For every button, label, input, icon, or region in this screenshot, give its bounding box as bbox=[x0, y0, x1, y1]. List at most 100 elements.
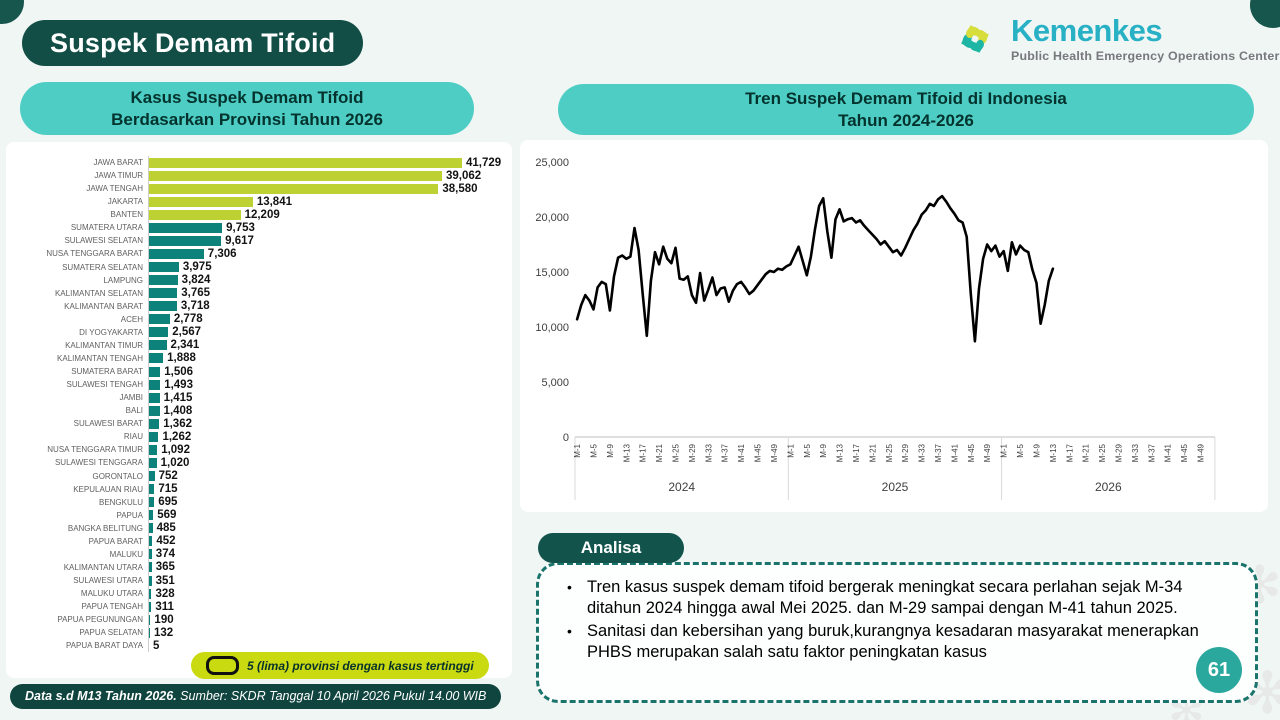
x-axis-tick: M-17 bbox=[1065, 443, 1074, 462]
bar-track: 3,975 bbox=[148, 260, 510, 274]
province-value: 452 bbox=[156, 535, 176, 548]
y-axis-tick: 0 bbox=[563, 432, 569, 444]
province-value: 1,020 bbox=[160, 456, 190, 469]
province-label: PAPUA bbox=[116, 510, 143, 520]
province-label: JAKARTA bbox=[107, 197, 143, 207]
bar-track: 12,209 bbox=[148, 208, 510, 222]
bar-track: 695 bbox=[148, 495, 510, 509]
province-bar bbox=[149, 157, 462, 168]
bar-row: MALUKU UTARA 328 bbox=[14, 587, 510, 601]
y-axis-tick: 5,000 bbox=[541, 377, 569, 389]
province-value: 3,718 bbox=[180, 300, 210, 313]
bar-track: 351 bbox=[148, 574, 510, 588]
bar-row: SUMATERA SELATAN 3,975 bbox=[14, 260, 510, 274]
bar-track: 715 bbox=[148, 482, 510, 496]
bar-row: KALIMANTAN TIMUR 2,341 bbox=[14, 338, 510, 352]
bar-row: SULAWESI BARAT 1,362 bbox=[14, 417, 510, 431]
x-axis-tick: M-9 bbox=[1033, 443, 1042, 457]
province-bar bbox=[149, 340, 167, 351]
province-label: BANTEN bbox=[110, 210, 143, 220]
trend-chart-title: Tren Suspek Demam Tifoid di Indonesia Ta… bbox=[558, 84, 1254, 135]
bar-row: KALIMANTAN TENGAH 1,888 bbox=[14, 351, 510, 365]
bar-row: SULAWESI TENGAH 1,493 bbox=[14, 378, 510, 392]
province-label: KEPULAUAN RIAU bbox=[73, 484, 143, 494]
x-axis-tick: M-1 bbox=[573, 443, 582, 457]
x-axis-tick: M-37 bbox=[721, 443, 730, 462]
province-label: SULAWESI BARAT bbox=[73, 419, 143, 429]
bar-track: 374 bbox=[148, 547, 510, 561]
bar-track: 1,020 bbox=[148, 456, 510, 470]
bar-chart-title: Kasus Suspek Demam Tifoid Berdasarkan Pr… bbox=[20, 82, 474, 135]
province-label: PAPUA BARAT DAYA bbox=[65, 641, 143, 651]
x-axis-tick: M-29 bbox=[688, 443, 697, 462]
province-bar bbox=[149, 209, 241, 220]
province-label: KALIMANTAN TENGAH bbox=[57, 353, 143, 363]
bar-row: JAWA BARAT 41,729 bbox=[14, 156, 510, 170]
x-axis-tick: M-21 bbox=[1082, 443, 1091, 462]
bar-track: 3,824 bbox=[148, 273, 510, 287]
x-axis-tick: M-21 bbox=[655, 443, 664, 462]
bar-track: 452 bbox=[148, 534, 510, 548]
bar-track: 1,415 bbox=[148, 391, 510, 405]
bar-track: 569 bbox=[148, 508, 510, 522]
province-value: 695 bbox=[158, 496, 178, 509]
province-value: 13,841 bbox=[256, 195, 292, 208]
province-label: SUMATERA BARAT bbox=[71, 367, 143, 377]
province-value: 2,778 bbox=[173, 313, 203, 326]
x-axis-tick: M-41 bbox=[950, 443, 959, 462]
bar-row: BANTEN 12,209 bbox=[14, 208, 510, 222]
province-value: 3,765 bbox=[181, 287, 211, 300]
province-bar bbox=[149, 222, 223, 233]
bar-row: JAWA TENGAH 38,580 bbox=[14, 182, 510, 196]
bar-row: SUMATERA BARAT 1,506 bbox=[14, 365, 510, 379]
page-number-badge: 61 bbox=[1196, 647, 1242, 693]
bar-track: 1,092 bbox=[148, 443, 510, 457]
province-value: 485 bbox=[156, 522, 176, 535]
bar-row: PAPUA BARAT 452 bbox=[14, 534, 510, 548]
province-value: 132 bbox=[153, 626, 174, 639]
province-label: SULAWESI TENGAH bbox=[66, 380, 143, 390]
bar-row: PAPUA 569 bbox=[14, 508, 510, 522]
bar-row: MALUKU 374 bbox=[14, 547, 510, 561]
x-axis-tick: M-49 bbox=[1197, 443, 1206, 462]
bar-track: 1,362 bbox=[148, 417, 510, 431]
province-bar bbox=[149, 288, 178, 299]
x-axis-tick: M-49 bbox=[983, 443, 992, 462]
bar-chart-title-line1: Kasus Suspek Demam Tifoid bbox=[130, 87, 364, 107]
province-value: 311 bbox=[155, 600, 174, 613]
bar-chart-title-line2: Berdasarkan Provinsi Tahun 2026 bbox=[111, 109, 383, 129]
x-axis-tick: M-45 bbox=[1180, 443, 1189, 462]
bar-row: GORONTALO 752 bbox=[14, 469, 510, 483]
bar-track: 13,841 bbox=[148, 195, 510, 209]
x-axis-tick: M-5 bbox=[590, 443, 599, 457]
province-value: 190 bbox=[154, 613, 174, 626]
province-bar bbox=[149, 510, 154, 521]
trend-chart-svg: 0 5,000 10,000 15,000 20,000 25,000 M-1 M-5 M-9 M… bbox=[535, 157, 1216, 500]
bar-row: SULAWESI UTARA 351 bbox=[14, 574, 510, 588]
province-bar bbox=[149, 536, 153, 547]
bar-row: SUMATERA UTARA 9,753 bbox=[14, 221, 510, 235]
province-label: KALIMANTAN SELATAN bbox=[54, 288, 143, 298]
province-value: 351 bbox=[155, 574, 175, 587]
province-label: JAWA BARAT bbox=[93, 158, 144, 168]
bar-chart-legend: 5 (lima) provinsi dengan kasus tertinggi bbox=[191, 652, 489, 679]
bar-track: 5 bbox=[148, 639, 510, 653]
x-axis-tick: M-1 bbox=[786, 443, 795, 457]
x-axis-tick: M-5 bbox=[1016, 443, 1025, 457]
province-label: PAPUA SELATAN bbox=[79, 628, 143, 638]
province-value: 41,729 bbox=[466, 156, 502, 169]
province-value: 1,506 bbox=[164, 365, 194, 378]
bar-row: PAPUA TENGAH 311 bbox=[14, 600, 510, 614]
bar-track: 1,888 bbox=[148, 351, 510, 365]
province-value: 1,415 bbox=[163, 391, 193, 404]
y-axis-tick: 20,000 bbox=[535, 212, 569, 224]
province-bar bbox=[149, 196, 253, 207]
province-bar bbox=[149, 392, 160, 403]
bar-track: 1,506 bbox=[148, 365, 510, 379]
y-axis-tick: 10,000 bbox=[535, 322, 569, 334]
bar-row: RIAU 1,262 bbox=[14, 430, 510, 444]
province-bar bbox=[149, 405, 160, 416]
province-value: 374 bbox=[155, 548, 175, 561]
x-axis-tick: M-33 bbox=[918, 443, 927, 462]
province-value: 715 bbox=[158, 483, 178, 496]
